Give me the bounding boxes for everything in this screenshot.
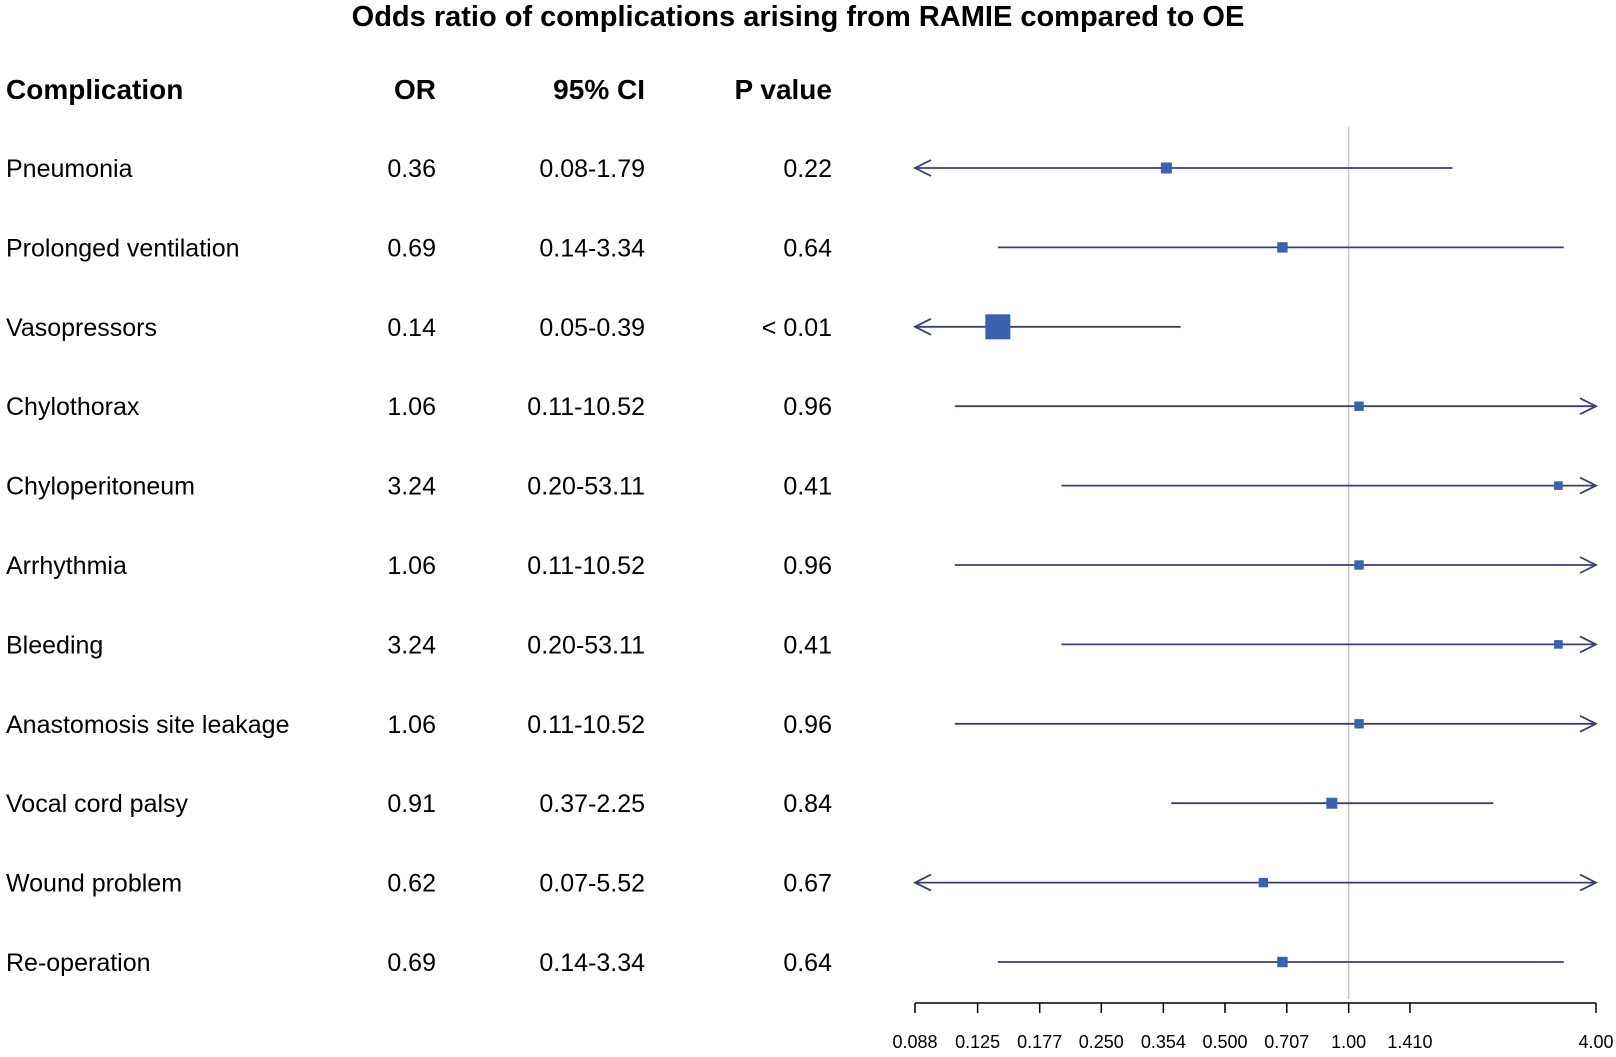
table-rows: Pneumonia 0.36 0.08-1.79 0.22 Prolonged vent… bbox=[6, 155, 832, 977]
row-or-value: 0.62 bbox=[387, 870, 436, 898]
row-ci-value: 0.11-10.52 bbox=[527, 711, 645, 739]
row-ci-value: 0.07-5.52 bbox=[539, 870, 645, 898]
row-ci-value: 0.20-53.11 bbox=[527, 631, 645, 659]
row-complication-label: Anastomosis site leakage bbox=[6, 711, 289, 739]
x-tick-label: 1.00 bbox=[1331, 1032, 1366, 1052]
row-or-value: 0.36 bbox=[387, 155, 436, 183]
row-p-value: 0.64 bbox=[783, 234, 832, 262]
confidence-intervals bbox=[912, 159, 1599, 968]
or-point-marker bbox=[1354, 560, 1364, 570]
ci-arrow-left bbox=[912, 159, 932, 177]
row-complication-label: Wound problem bbox=[6, 870, 182, 898]
row-complication-label: Chylothorax bbox=[6, 393, 140, 421]
or-point-marker bbox=[1354, 401, 1364, 411]
x-tick-label: 0.354 bbox=[1141, 1032, 1186, 1052]
row-ci-value: 0.14-3.34 bbox=[539, 234, 645, 262]
row-p-value: 0.96 bbox=[783, 393, 832, 421]
or-point-marker bbox=[1160, 162, 1172, 174]
row-complication-label: Vasopressors bbox=[6, 314, 157, 342]
or-point-marker bbox=[1554, 481, 1563, 490]
ci-arrow-right bbox=[1579, 397, 1599, 416]
row-or-value: 0.14 bbox=[387, 314, 436, 342]
row-complication-label: Prolonged ventilation bbox=[6, 234, 240, 262]
row-p-value: 0.84 bbox=[783, 790, 832, 818]
ci-arrow-left bbox=[912, 317, 932, 336]
header-p-value: P value bbox=[734, 74, 832, 105]
x-tick-label: 1.410 bbox=[1387, 1032, 1432, 1052]
row-p-value: 0.41 bbox=[783, 473, 832, 501]
x-tick-label: 4.00 bbox=[1578, 1032, 1613, 1052]
or-point-marker bbox=[1554, 640, 1563, 649]
row-p-value: 0.64 bbox=[783, 949, 832, 977]
row-p-value: 0.22 bbox=[783, 155, 832, 183]
or-point-marker bbox=[1277, 242, 1288, 253]
x-tick-label: 0.088 bbox=[892, 1032, 937, 1052]
row-ci-value: 0.14-3.34 bbox=[539, 949, 645, 977]
row-or-value: 0.69 bbox=[387, 949, 436, 977]
chart-title: Odds ratio of complications arising from… bbox=[352, 1, 1245, 33]
row-ci-value: 0.11-10.52 bbox=[527, 393, 645, 421]
row-complication-label: Pneumonia bbox=[6, 155, 133, 183]
row-complication-label: Arrhythmia bbox=[6, 552, 127, 580]
header-complication: Complication bbox=[6, 74, 183, 105]
row-complication-label: Bleeding bbox=[6, 631, 103, 659]
or-point-marker bbox=[985, 314, 1011, 340]
ci-arrow-right bbox=[1579, 635, 1599, 654]
row-complication-label: Vocal cord palsy bbox=[6, 790, 189, 818]
row-p-value: < 0.01 bbox=[762, 314, 832, 342]
row-or-value: 3.24 bbox=[387, 473, 436, 501]
or-point-marker bbox=[1354, 719, 1364, 729]
x-tick-label: 0.125 bbox=[955, 1032, 1000, 1052]
row-ci-value: 0.20-53.11 bbox=[527, 473, 645, 501]
header-ci: 95% CI bbox=[553, 74, 645, 105]
or-point-marker bbox=[1277, 956, 1288, 968]
row-or-value: 0.91 bbox=[387, 790, 436, 818]
ci-arrow-right bbox=[1579, 476, 1599, 495]
x-tick-label: 0.707 bbox=[1264, 1032, 1309, 1052]
x-axis: 0.088 0.125 0.177 0.250 0.354 0.500 0.707 1.00 1… bbox=[892, 1002, 1614, 1052]
row-ci-value: 0.05-0.39 bbox=[539, 314, 645, 342]
ci-arrow-left bbox=[912, 873, 932, 892]
row-complication-label: Re-operation bbox=[6, 949, 151, 977]
row-or-value: 1.06 bbox=[387, 711, 436, 739]
ci-arrow-right bbox=[1579, 714, 1599, 733]
row-p-value: 0.96 bbox=[783, 552, 832, 580]
row-or-value: 3.24 bbox=[387, 631, 436, 659]
row-p-value: 0.41 bbox=[783, 631, 832, 659]
row-or-value: 0.69 bbox=[387, 234, 436, 262]
row-or-value: 1.06 bbox=[387, 552, 436, 580]
row-complication-label: Chyloperitoneum bbox=[6, 473, 195, 501]
ci-arrow-right bbox=[1579, 556, 1599, 574]
or-point-marker bbox=[1326, 797, 1338, 809]
row-ci-value: 0.11-10.52 bbox=[527, 552, 645, 580]
x-tick-label: 0.250 bbox=[1079, 1032, 1124, 1052]
header-or: OR bbox=[394, 74, 436, 105]
x-tick-label: 0.500 bbox=[1202, 1032, 1247, 1052]
x-tick-label: 0.177 bbox=[1017, 1032, 1062, 1052]
row-ci-value: 0.08-1.79 bbox=[539, 155, 645, 183]
or-point-marker bbox=[1258, 877, 1269, 888]
row-or-value: 1.06 bbox=[387, 393, 436, 421]
ci-arrow-right bbox=[1579, 873, 1599, 892]
row-p-value: 0.67 bbox=[783, 870, 832, 898]
row-ci-value: 0.37-2.25 bbox=[539, 790, 645, 818]
row-p-value: 0.96 bbox=[783, 711, 832, 739]
